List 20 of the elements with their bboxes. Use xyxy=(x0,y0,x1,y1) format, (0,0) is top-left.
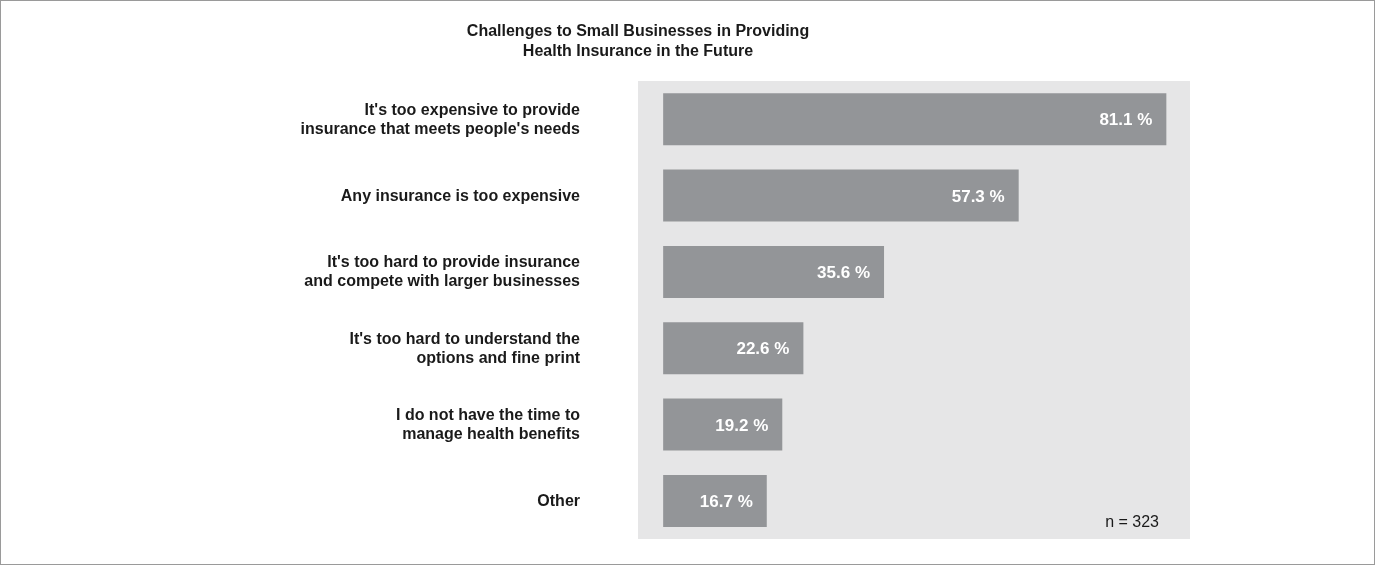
bar xyxy=(663,398,783,451)
data-label: 81.1 % xyxy=(1099,110,1153,130)
bar xyxy=(663,474,767,527)
bar xyxy=(663,322,804,375)
y-tick-label: Other xyxy=(537,491,580,509)
y-tick-label: It's too expensive to provide insurance that meets people's needs xyxy=(300,100,581,137)
data-label: 22.6 % xyxy=(736,339,790,359)
bar xyxy=(663,245,885,298)
y-tick-label: It's too hard to understand the options and fine print xyxy=(349,329,581,366)
y-tick-label: Any insurance is too expensive xyxy=(340,186,581,204)
bar xyxy=(663,169,1019,222)
y-tick-label: It's too hard to provide insurance and compete with larger businesses xyxy=(304,253,581,290)
data-label: 57.3 % xyxy=(951,186,1005,206)
data-label: 35.6 % xyxy=(817,262,871,282)
annotation: n = 323 xyxy=(1104,513,1159,531)
bar xyxy=(663,93,1167,146)
data-label: 16.7 % xyxy=(699,491,753,511)
y-tick-label: I do not have the time to manage health benefits xyxy=(395,406,581,442)
data-label: 19.2 % xyxy=(715,415,769,435)
chart-title: Challenges to Small Businesses in Providing Health Insurance in the Future xyxy=(465,21,811,61)
